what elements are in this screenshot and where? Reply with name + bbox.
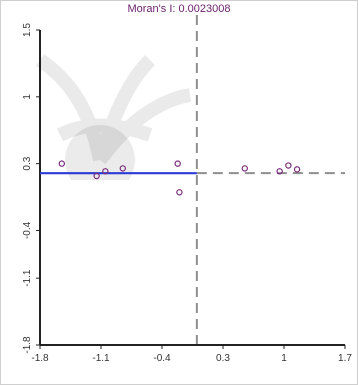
chart-title: Moran's I: 0.0023008 bbox=[127, 3, 231, 15]
data-point bbox=[276, 168, 283, 175]
x-tick-label: -1.1 bbox=[92, 353, 110, 364]
axes bbox=[39, 30, 345, 346]
y-axis-ticks: 1.5 1 0.3 -0.4 -1.1 -1.8 bbox=[22, 23, 40, 354]
y-tick-label: 0.3 bbox=[22, 156, 33, 170]
y-tick-label: 1.5 bbox=[22, 23, 33, 37]
y-tick-label: -1.8 bbox=[22, 336, 33, 354]
x-tick-label: 1.7 bbox=[338, 353, 352, 364]
data-point bbox=[58, 160, 65, 167]
x-axis-ticks: -1.8 -1.1 -0.4 0.3 1 1.7 bbox=[31, 345, 352, 364]
data-point bbox=[241, 165, 248, 172]
data-point bbox=[102, 168, 109, 175]
y-tick-label: -0.4 bbox=[22, 221, 33, 239]
data-point bbox=[176, 189, 183, 196]
data-points bbox=[58, 160, 301, 196]
x-tick-label: -1.8 bbox=[31, 353, 49, 364]
reference-lines bbox=[195, 15, 345, 350]
y-tick-label: 1 bbox=[22, 94, 33, 100]
x-tick-label: 1 bbox=[281, 353, 287, 364]
data-point bbox=[285, 162, 292, 169]
y-tick-label: -1.1 bbox=[22, 269, 33, 287]
data-point bbox=[293, 166, 301, 173]
data-point bbox=[93, 172, 100, 180]
data-point bbox=[174, 160, 181, 167]
x-tick-label: -0.4 bbox=[153, 353, 171, 364]
data-point bbox=[119, 165, 126, 172]
x-tick-label: 0.3 bbox=[216, 353, 230, 364]
